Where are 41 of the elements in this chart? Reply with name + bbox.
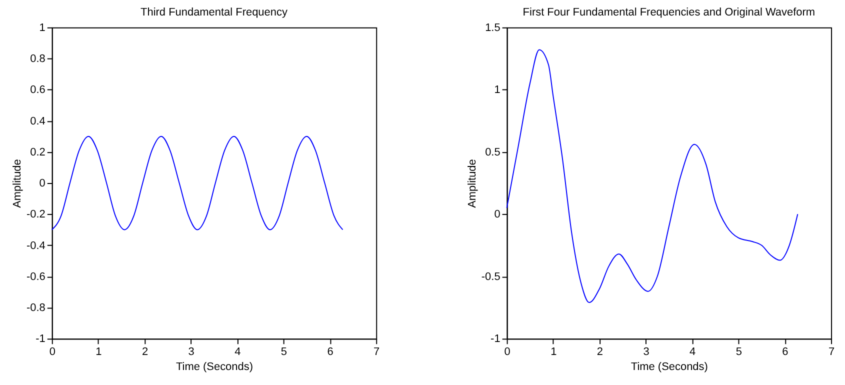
y-tick-label: -1 [490,333,500,346]
y-tick-label: 0 [39,178,46,190]
y-tick-label: -1 [36,333,46,346]
x-tick-label: 1 [96,346,102,358]
x-tick-label: 0 [504,346,510,358]
x-axis-title: Time (Seconds) [176,361,253,374]
y-tick-label: 0.8 [30,53,46,65]
y-tick-label: 0 [494,208,500,221]
y-tick-label: -0.8 [26,302,46,314]
line-series [51,136,344,230]
x-tick-label: 3 [643,346,650,358]
x-axis-title: Time (Seconds) [630,361,708,374]
y-tick-label: 1 [494,84,500,96]
x-tick-label: 2 [142,346,148,358]
x-tick-label: 6 [327,346,334,358]
y-axis-title: Amplitude [466,159,478,208]
x-tick-label: 3 [188,346,194,358]
y-tick-label: 0.2 [30,146,46,158]
y-tick-label: 0.5 [485,146,500,158]
x-tick-label: 6 [782,346,788,358]
line-series [506,49,798,304]
y-axis-title: Amplitude [11,159,24,208]
y-tick-label: 0.6 [30,84,46,96]
x-tick-label: 7 [374,346,380,358]
y-tick-label: -0.2 [26,208,46,221]
x-tick-label: 0 [49,346,56,358]
y-tick-label: -0.5 [481,270,500,283]
y-tick-label: -0.6 [26,270,46,283]
y-tick-label: 0.4 [30,115,46,128]
y-tick-label: 1 [39,22,46,34]
x-tick-label: 1 [550,346,557,358]
chart-title: First Four Fundamental Frequencies and Original Waveform [522,6,816,18]
x-tick-label: 7 [828,346,835,358]
x-tick-label: 2 [596,346,603,358]
x-tick-label: 4 [234,346,241,358]
x-tick-label: 5 [280,346,288,358]
y-tick-label: -0.4 [26,240,46,252]
chart-title: Third Fundamental Frequency [140,6,288,18]
y-tick-label: 1.5 [485,22,500,34]
x-tick-label: 4 [690,346,696,358]
x-tick-label: 5 [736,346,742,358]
